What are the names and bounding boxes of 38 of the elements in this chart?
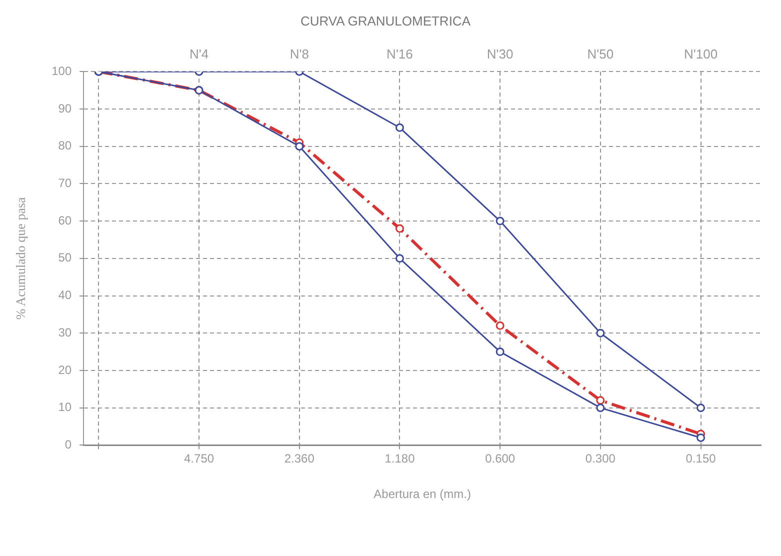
y-tick-label: 70 (58, 176, 72, 190)
y-tick-label: 0 (64, 438, 72, 452)
x-tick-label: 0.600 (485, 452, 516, 466)
x-tick-label: 2.360 (284, 452, 315, 466)
x-tick-label: 0.150 (686, 452, 716, 466)
y-tick-label: 80 (58, 138, 72, 153)
chart-title: CURVA GRANULOMETRICA (300, 13, 471, 28)
text: N'8 (290, 46, 309, 62)
y-tick-label: 40 (58, 288, 72, 302)
x-tick-label: 4.750 (184, 452, 214, 466)
y-tick-label: 10 (58, 400, 72, 414)
point (596, 396, 605, 405)
y-tick-label: 60 (58, 213, 72, 228)
point (496, 216, 504, 226)
y-tick-label: 50 (58, 250, 72, 265)
y-tick-label: 100 (52, 64, 72, 78)
point (295, 142, 304, 151)
point (395, 254, 404, 263)
point (696, 404, 706, 412)
point (696, 433, 706, 442)
x-tick-label: 1.180 (384, 452, 416, 466)
y-tick-label: 20 (58, 362, 72, 377)
text: N'50 (587, 46, 614, 62)
x-axis-title: Abertura en (mm.) (374, 487, 471, 502)
y-axis-title: % Acumulado que pasa (13, 196, 28, 320)
y-tick-label: 30 (58, 325, 72, 340)
text: N'30 (486, 46, 514, 62)
text: N'4 (189, 46, 209, 62)
point (395, 224, 404, 233)
point (496, 348, 504, 356)
point (596, 404, 605, 412)
y-tick-label: 90 (58, 101, 72, 116)
point (496, 321, 504, 330)
x-tick-label: 0.300 (585, 452, 616, 466)
text: N'16 (386, 46, 413, 62)
text: N'100 (684, 46, 718, 62)
point (596, 328, 605, 338)
point (395, 123, 404, 132)
